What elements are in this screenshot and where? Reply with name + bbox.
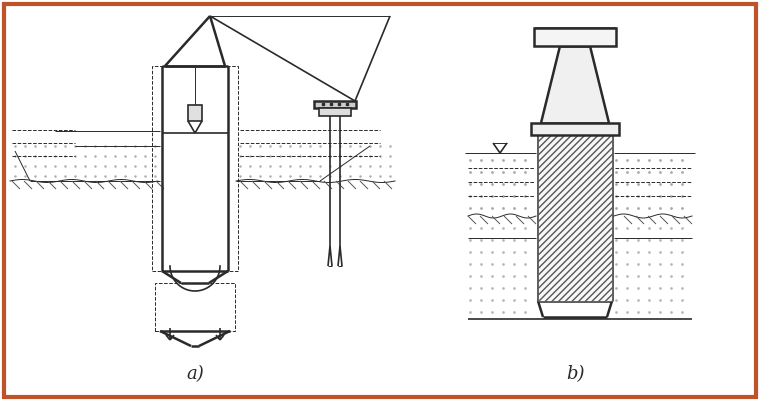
Bar [188,105,202,121]
Bar [155,283,235,331]
Text: b): b) [565,365,584,383]
Bar [152,66,238,271]
Bar [538,135,612,301]
Bar [319,108,351,116]
Bar [534,28,616,46]
Bar [531,123,619,135]
Bar [314,101,356,108]
Text: a): a) [186,365,204,383]
Polygon shape [541,46,609,123]
